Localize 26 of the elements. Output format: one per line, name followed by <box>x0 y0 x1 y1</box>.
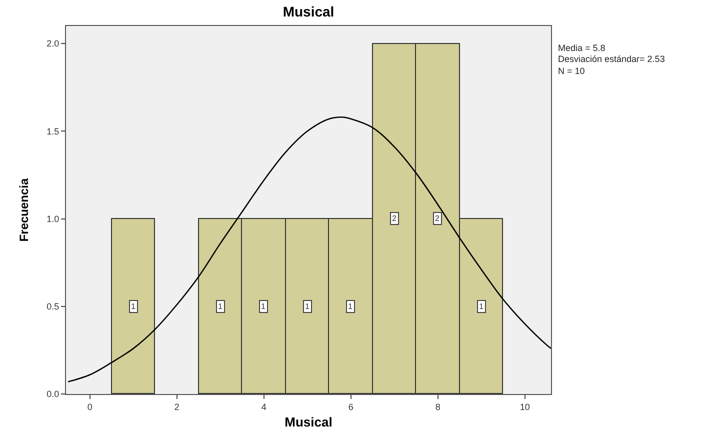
chart-title: Musical <box>282 3 334 20</box>
y-tick-label: 0.0 <box>46 389 60 400</box>
data-label: 1 <box>479 302 484 311</box>
y-tick-label: 2.0 <box>46 38 60 49</box>
text: Desviación estándar= 2.53 <box>558 54 665 64</box>
data-label: 1 <box>131 302 136 311</box>
data-label: 1 <box>218 302 223 311</box>
data-label: 1 <box>305 302 310 311</box>
x-tick-label: 2 <box>174 402 180 412</box>
y-axis-title: Frecuencia <box>16 178 31 242</box>
data-label: 1 <box>261 302 266 311</box>
line-series <box>68 116 551 382</box>
text: Media = 5.8 <box>558 43 606 53</box>
x-tick-label: 0 <box>87 402 92 412</box>
x-axis-title: Musical <box>284 414 332 430</box>
data-label: 2 <box>435 214 440 223</box>
data-label: 1 <box>348 302 353 311</box>
x-tick-label: 8 <box>435 402 440 412</box>
y-tick-label: 0.5 <box>46 302 60 312</box>
data-label: 2 <box>392 214 397 223</box>
x-tick-label: 6 <box>348 402 354 412</box>
x-tick-label: 4 <box>261 402 266 412</box>
y-tick-label: 1.0 <box>46 214 60 224</box>
y-tick-label: 1.5 <box>46 126 60 136</box>
text: N = 10 <box>558 66 585 76</box>
x-tick-label: 10 <box>520 402 530 412</box>
